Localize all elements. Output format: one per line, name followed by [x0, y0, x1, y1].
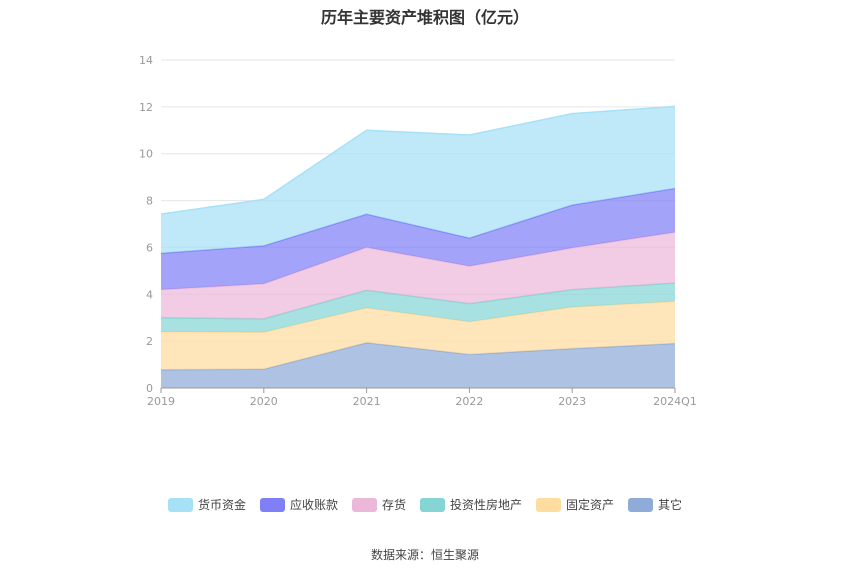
y-tick-label: 6 — [146, 241, 153, 254]
y-tick-label: 0 — [146, 382, 153, 395]
stacked-area-chart: 0 2 4 6 8 10 12 14 2019 2020 2021 2022 2023 2024Q1 — [139, 54, 697, 408]
area-其它 — [161, 342, 675, 388]
x-tick-label: 2021 — [353, 395, 381, 408]
x-tick-label: 2020 — [250, 395, 278, 408]
x-tick-label: 2019 — [147, 395, 175, 408]
y-tick-label: 8 — [146, 195, 153, 208]
data-source: 数据来源：恒生聚源 — [370, 548, 479, 562]
area-固定资产 — [161, 301, 675, 370]
legend-swatch — [536, 497, 562, 512]
legend-label: 应收账款 — [289, 498, 338, 512]
legend-label: 存货 — [381, 498, 406, 512]
legend-label: 其它 — [658, 498, 683, 512]
area-货币资金 — [161, 106, 675, 254]
x-tick-label: 2023 — [558, 395, 586, 408]
chart-legend: 货币资金 应收账款 存货 投资性房地产 固定资产 其它 — [0, 496, 850, 513]
legend-item-investment-property[interactable]: 投资性房地产 — [420, 496, 522, 513]
x-tick-label: 2024Q1 — [653, 395, 697, 408]
area-存货 — [161, 232, 675, 319]
legend-swatch — [259, 497, 285, 512]
chart-title: 历年主要资产堆积图（亿元） — [320, 8, 529, 27]
legend-item-inventory[interactable]: 存货 — [351, 496, 406, 513]
legend-item-other[interactable]: 其它 — [628, 496, 682, 513]
legend-swatch — [167, 497, 193, 512]
x-tick-label: 2022 — [455, 395, 483, 408]
legend-item-receivables[interactable]: 应收账款 — [259, 496, 338, 513]
y-tick-label: 4 — [146, 288, 153, 301]
legend-item-cash[interactable]: 货币资金 — [167, 496, 246, 513]
series-line-货币资金 — [160, 105, 676, 215]
y-tick-label: 14 — [139, 54, 153, 67]
legend-item-fixed-assets[interactable]: 固定资产 — [536, 496, 614, 513]
y-tick-label: 12 — [139, 101, 153, 114]
area-投资性房地产 — [161, 283, 675, 333]
legend-swatch — [420, 497, 445, 512]
legend-swatch — [628, 497, 654, 512]
y-tick-label: 2 — [146, 335, 153, 348]
legend-swatch — [351, 497, 377, 512]
legend-label: 投资性房地产 — [450, 498, 523, 512]
legend-label: 货币资金 — [197, 498, 246, 512]
legend-label: 固定资产 — [566, 498, 615, 512]
y-tick-label: 10 — [139, 148, 153, 161]
